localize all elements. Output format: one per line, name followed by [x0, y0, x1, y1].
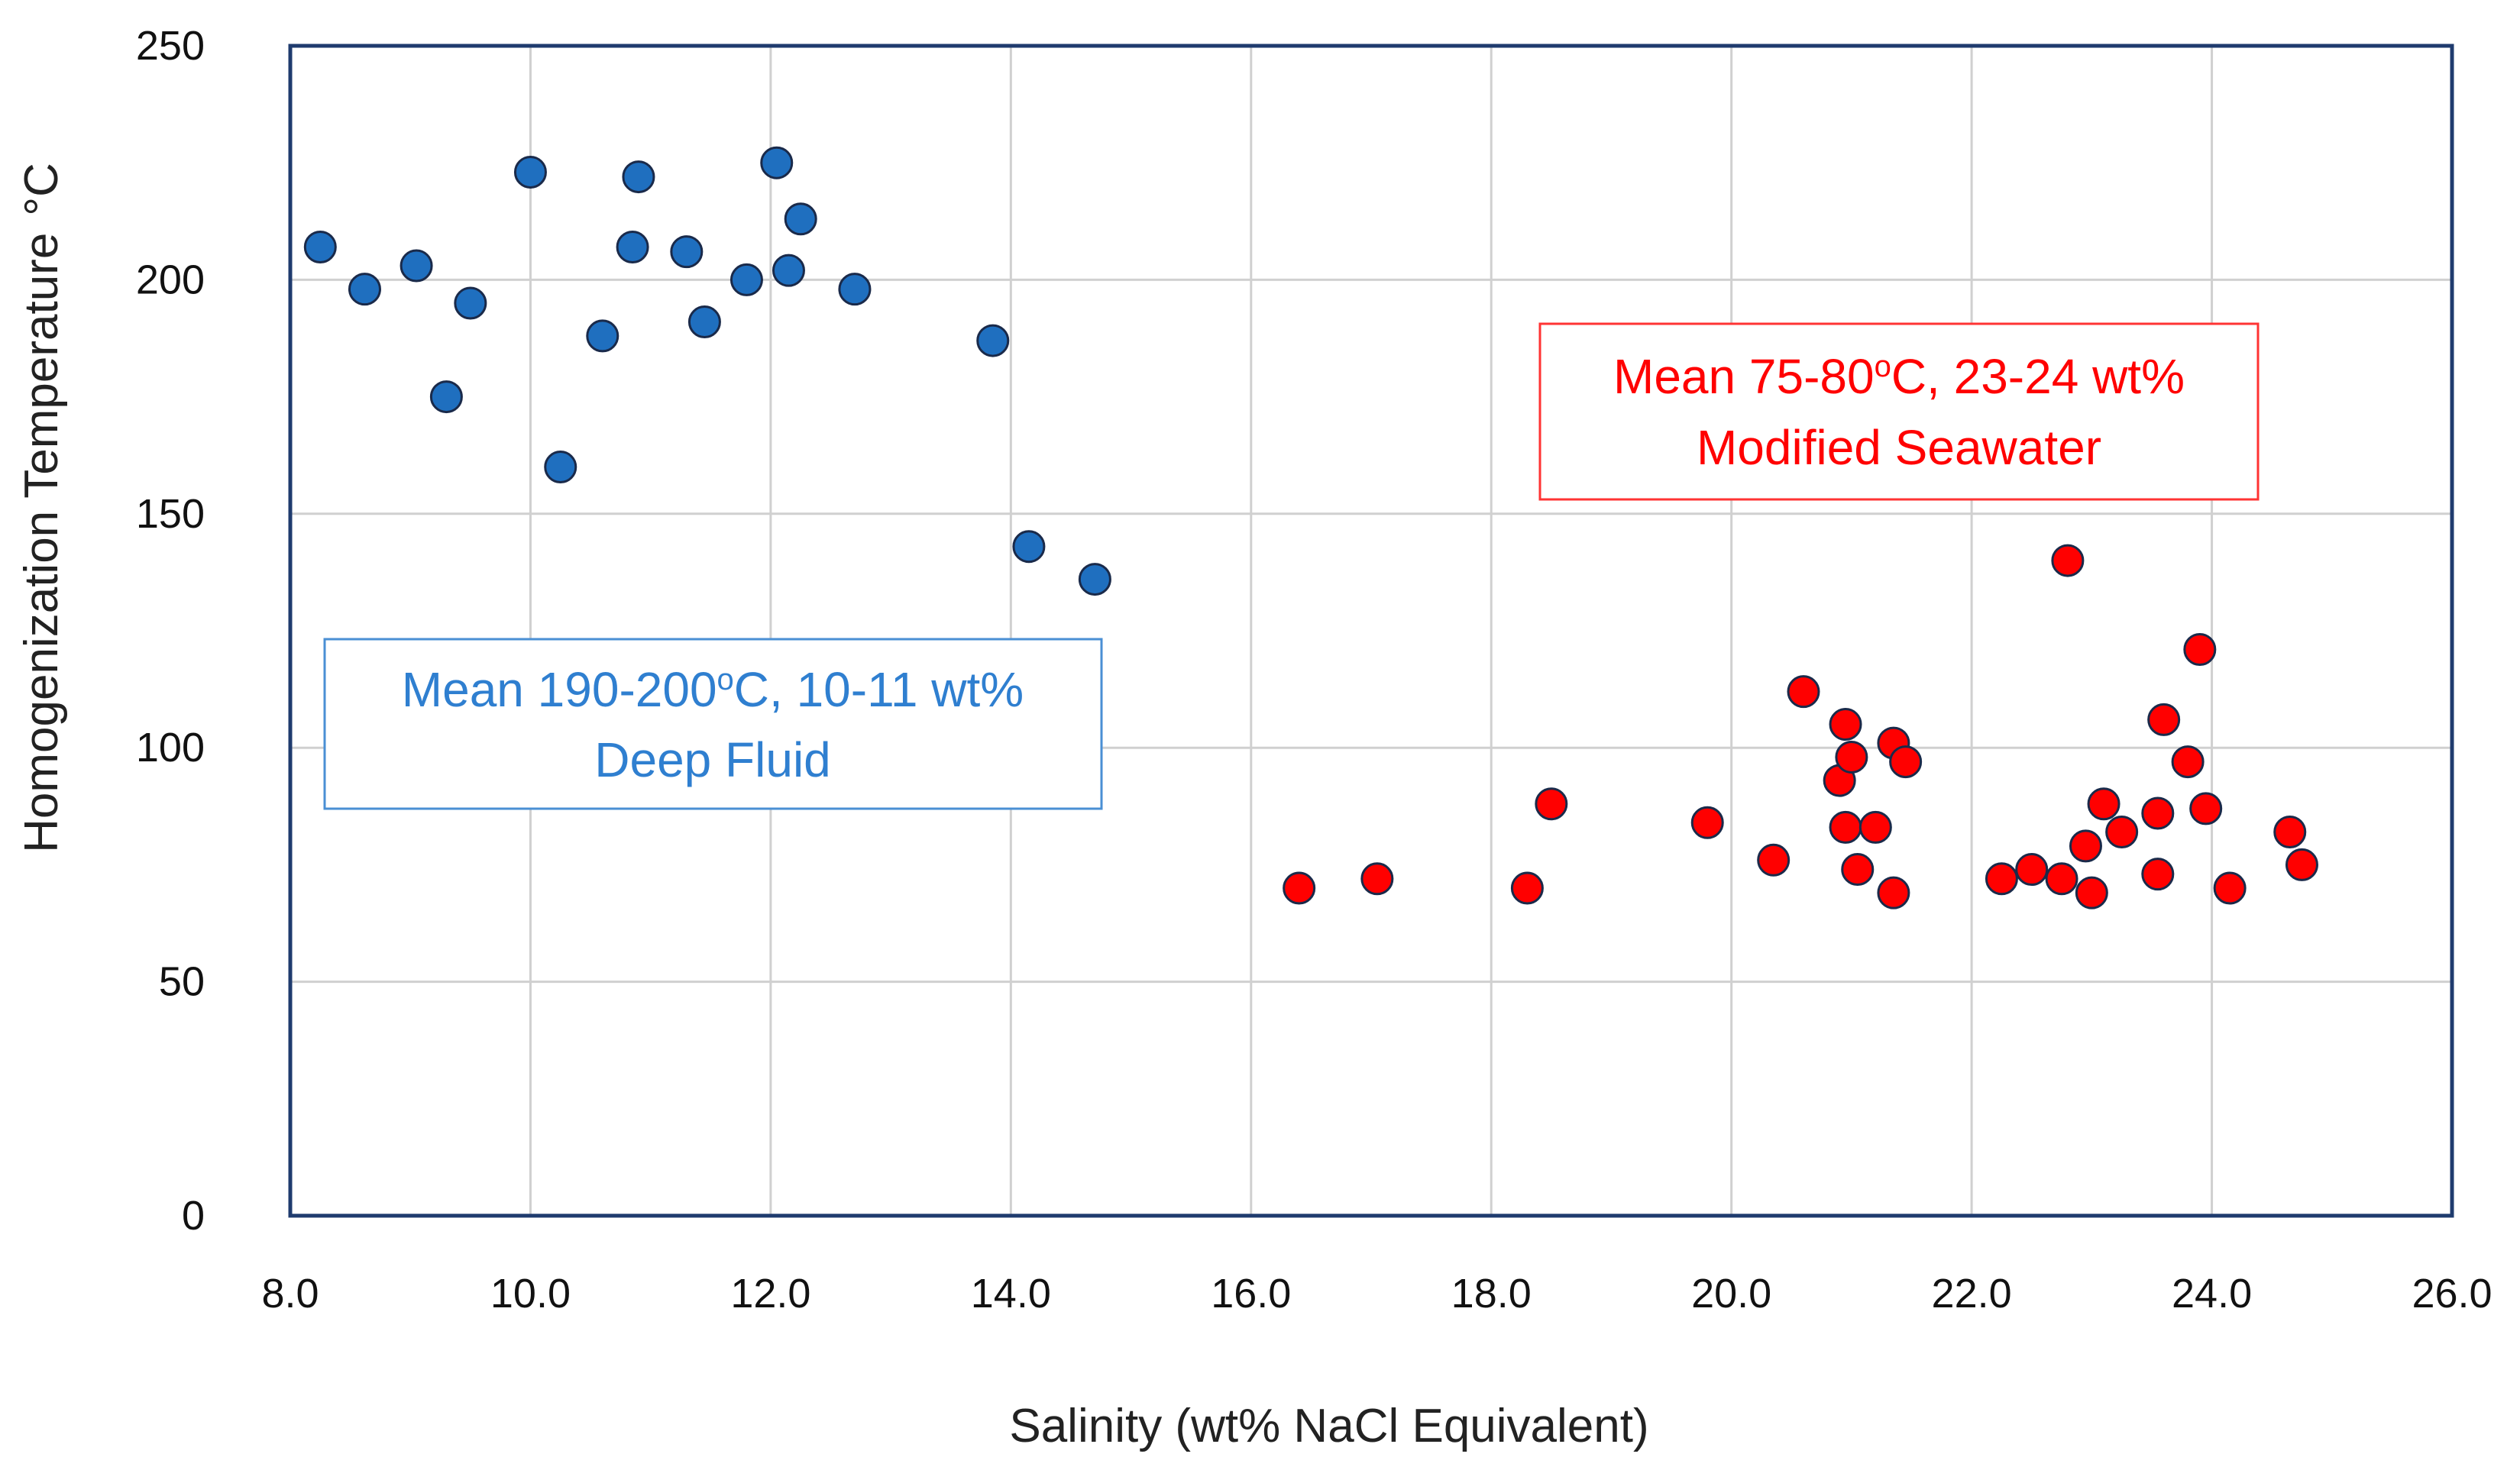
- data-point: [429, 380, 463, 414]
- data-point: [729, 263, 763, 296]
- data-point: [1829, 810, 1862, 844]
- data-point: [670, 235, 704, 269]
- data-point: [586, 319, 619, 353]
- data-point: [513, 155, 547, 189]
- annotation-modified-seawater-line1: Mean 75-80oC, 23-24 wt%: [1613, 349, 2185, 404]
- data-points: [303, 146, 2318, 909]
- data-point: [2045, 862, 2078, 896]
- data-point: [784, 202, 817, 236]
- data-point: [2285, 848, 2318, 881]
- y-tick-label: 0: [182, 1193, 205, 1239]
- plot-area-border: [288, 44, 2454, 1218]
- data-point: [2105, 816, 2139, 849]
- data-point: [1012, 530, 1046, 564]
- data-point: [2171, 745, 2205, 779]
- data-point: [687, 305, 721, 339]
- x-tick-label: 16.0: [1211, 1271, 1291, 1317]
- x-tick-label: 14.0: [971, 1271, 1051, 1317]
- data-point: [2141, 858, 2175, 891]
- data-point: [2183, 633, 2217, 667]
- y-axis-tick-labels: 0 50 100 150 200 250: [136, 23, 205, 1239]
- y-axis-title: Homogenization Temperature°C: [15, 163, 68, 853]
- data-point: [2213, 871, 2247, 905]
- data-point: [1841, 853, 1875, 887]
- x-tick-label: 8.0: [261, 1271, 319, 1317]
- data-point: [1985, 862, 2018, 896]
- data-point: [1360, 862, 1394, 896]
- data-point: [2141, 796, 2175, 830]
- x-tick-label: 26.0: [2412, 1271, 2492, 1317]
- data-point: [838, 273, 872, 306]
- data-point: [348, 273, 381, 306]
- data-point: [400, 249, 433, 283]
- y-tick-label: 100: [136, 725, 205, 771]
- annotation-modified-seawater-box: [1538, 322, 2260, 501]
- data-point: [2069, 829, 2102, 863]
- data-point: [772, 254, 805, 287]
- data-point: [303, 231, 337, 264]
- data-point: [544, 451, 577, 484]
- x-axis-tick-labels: 8.0 10.0 12.0 14.0 16.0 18.0 20.0 22.0 24.0 26.0: [261, 1271, 2492, 1317]
- x-tick-label: 12.0: [730, 1271, 810, 1317]
- x-tick-label: 10.0: [490, 1271, 571, 1317]
- data-point: [1877, 876, 1910, 909]
- annotation-modified-seawater: Mean 75-80oC, 23-24 wt% Modified Seawate…: [1538, 322, 2260, 501]
- x-tick-label: 24.0: [2172, 1271, 2252, 1317]
- x-tick-label: 20.0: [1691, 1271, 1771, 1317]
- annotation-deep-fluid: Mean 190-200oC, 10-11 wt% Deep Fluid: [323, 638, 1103, 810]
- data-point: [2273, 816, 2307, 849]
- series-deep-fluid: [303, 146, 1111, 596]
- data-point: [1889, 745, 1923, 779]
- data-point: [976, 324, 1010, 357]
- data-point: [1283, 871, 1316, 905]
- y-tick-label: 150: [136, 491, 205, 537]
- data-point: [2189, 792, 2223, 825]
- data-point: [1078, 563, 1111, 596]
- y-tick-label: 200: [136, 257, 205, 302]
- data-point: [622, 160, 655, 194]
- data-point: [1510, 871, 1544, 905]
- y-tick-label: 50: [159, 959, 205, 1005]
- series-modified-seawater: [1283, 544, 2318, 909]
- data-point: [1829, 708, 1862, 741]
- annotation-deep-fluid-box: [323, 638, 1103, 810]
- data-point: [760, 146, 794, 179]
- data-point: [454, 286, 487, 320]
- x-axis-title: Salinity (wt% NaCl Equivalent): [1009, 1400, 1648, 1452]
- annotation-deep-fluid-line1: Mean 190-200oC, 10-11 wt%: [402, 662, 1024, 717]
- data-point: [1787, 675, 1820, 709]
- data-point: [1835, 740, 1868, 774]
- data-point: [2075, 876, 2108, 909]
- annotation-deep-fluid-line2: Deep Fluid: [594, 732, 831, 787]
- y-tick-label: 250: [136, 23, 205, 69]
- grid-lines: [290, 46, 2452, 1216]
- data-point: [2051, 544, 2085, 577]
- data-point: [1535, 787, 1568, 821]
- x-tick-label: 22.0: [1932, 1271, 2012, 1317]
- data-point: [1690, 806, 1724, 839]
- data-point: [2087, 787, 2120, 821]
- data-point: [2015, 853, 2049, 887]
- data-point: [1858, 810, 1892, 844]
- data-point: [1757, 843, 1791, 877]
- data-point: [616, 231, 649, 264]
- data-point: [2147, 703, 2181, 736]
- annotation-modified-seawater-line2: Modified Seawater: [1697, 420, 2101, 475]
- x-tick-label: 18.0: [1451, 1271, 1532, 1317]
